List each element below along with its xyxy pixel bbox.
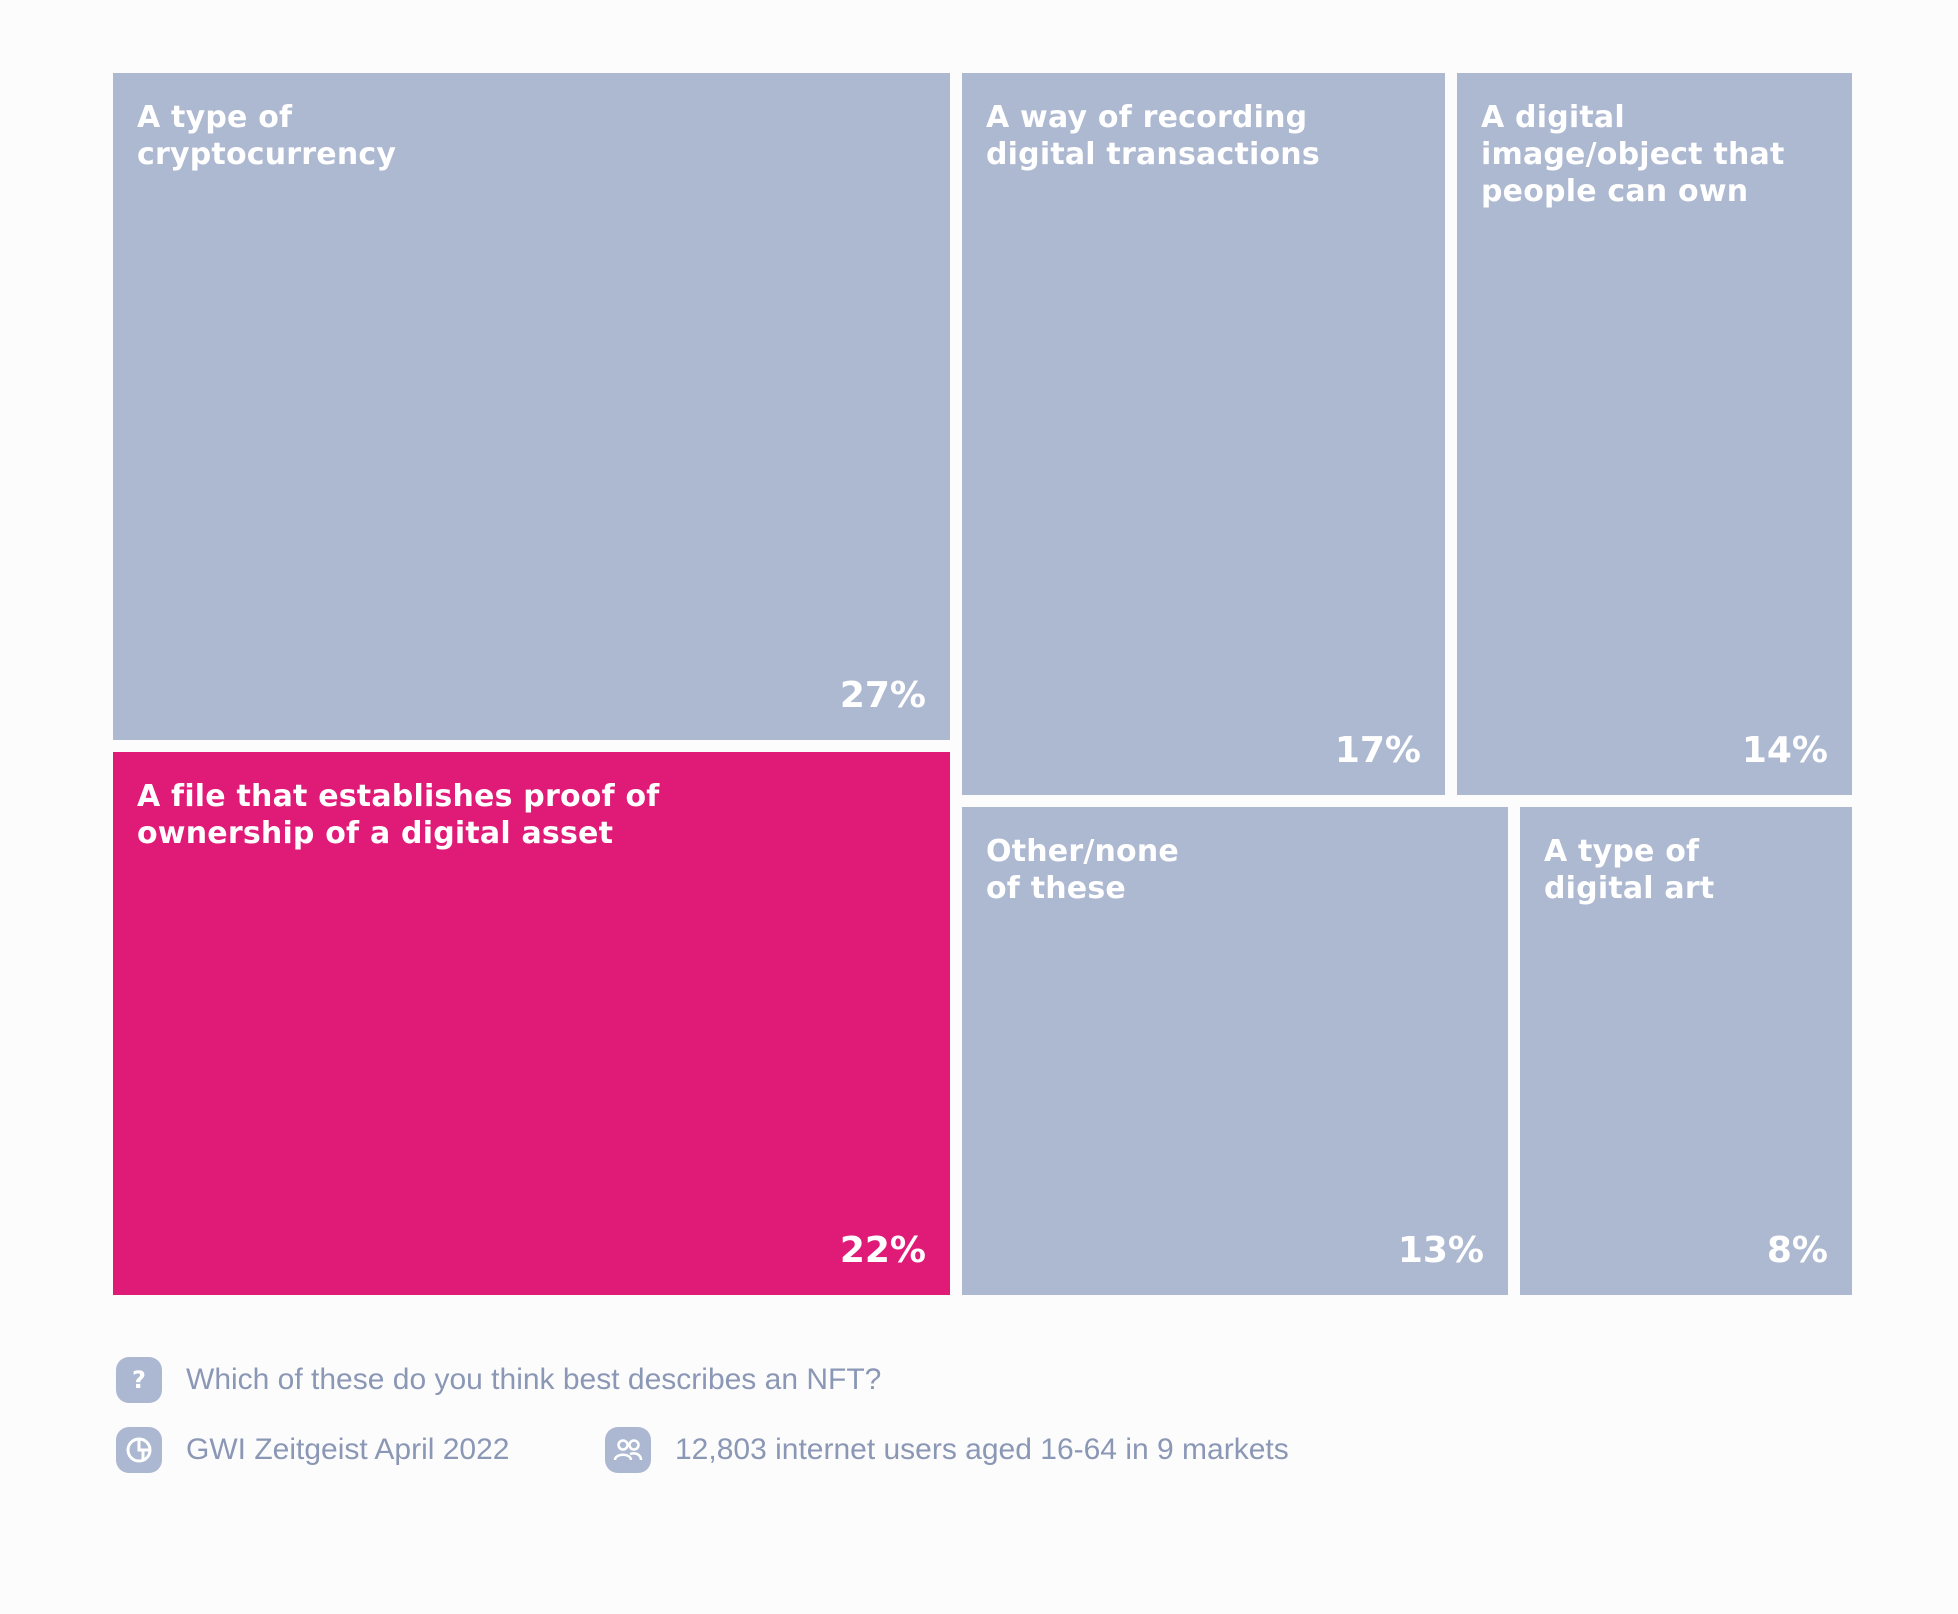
sample-row: 12,803 internet users aged 16-64 in 9 ma… <box>605 1427 1289 1473</box>
treemap-tile: A type of cryptocurrency 27% <box>113 73 950 740</box>
tile-value: 13% <box>1397 1230 1484 1271</box>
tile-value: 22% <box>839 1230 926 1271</box>
tile-label: Other/none of these <box>986 834 1179 906</box>
question-text: Which of these do you think best describ… <box>186 1363 882 1396</box>
source-text: GWI Zeitgeist April 2022 <box>186 1433 510 1466</box>
sample-text: 12,803 internet users aged 16-64 in 9 ma… <box>675 1433 1289 1466</box>
tile-label: A way of recording digital transactions <box>986 100 1320 172</box>
tile-value: 17% <box>1334 730 1421 771</box>
tile-label: A type of cryptocurrency <box>137 100 397 172</box>
tile-value: 27% <box>839 675 926 716</box>
tile-value: 8% <box>1766 1230 1828 1271</box>
tile-label: A type of digital art <box>1544 834 1715 906</box>
treemap-tile: Other/none of these 13% <box>962 807 1508 1295</box>
treemap-tile: A type of digital art 8% <box>1520 807 1852 1295</box>
tile-value: 14% <box>1741 730 1828 771</box>
question-row: ? Which of these do you think best descr… <box>116 1357 881 1403</box>
people-icon <box>605 1427 651 1473</box>
treemap-tile: A file that establishes proof of ownersh… <box>113 752 950 1295</box>
question-icon: ? <box>116 1357 162 1403</box>
treemap-tile: A digital image/object that people can o… <box>1457 73 1852 795</box>
tile-label: A digital image/object that people can o… <box>1481 100 1785 209</box>
source-row: GWI Zeitgeist April 2022 <box>116 1427 509 1473</box>
pie-chart-icon <box>116 1427 162 1473</box>
treemap-chart: A type of cryptocurrency 27% A file that e… <box>113 73 1852 1295</box>
tile-label: A file that establishes proof of ownersh… <box>137 779 660 851</box>
treemap-tile: A way of recording digital transactions 1… <box>962 73 1445 795</box>
